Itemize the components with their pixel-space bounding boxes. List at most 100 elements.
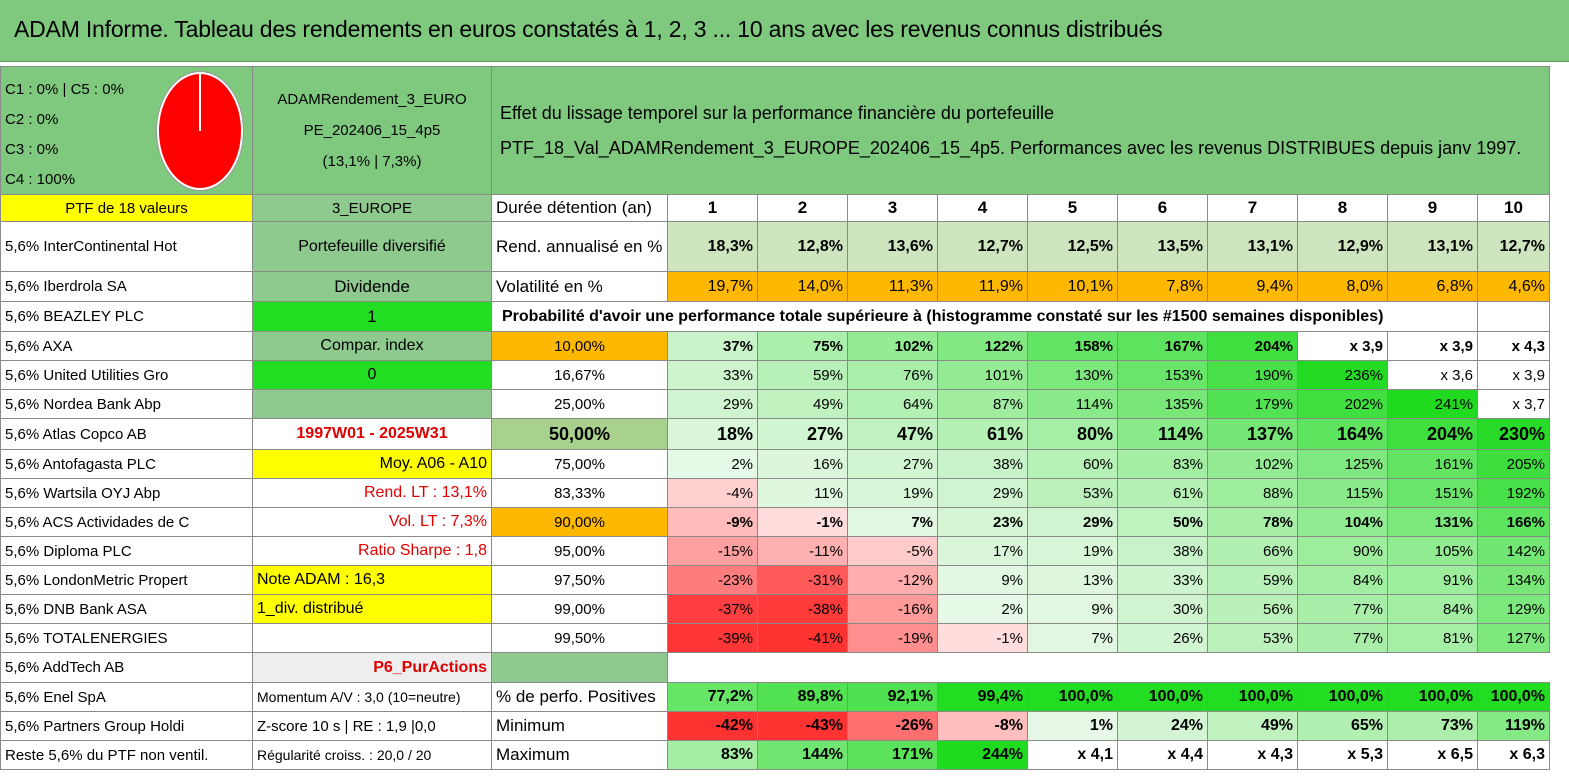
probability-header: Probabilité d'avoir une performance tota… [491, 301, 1478, 332]
probability-value: 59% [757, 360, 848, 390]
probability-value: 29% [937, 478, 1028, 508]
portfolio-summary: (13,1% | 7,3%) [322, 153, 422, 170]
probability-value: 202% [1297, 389, 1388, 419]
probability-level: 75,00% [491, 449, 668, 479]
portfolio-count-header: PTF de 18 valeurs [0, 194, 253, 222]
duration-label: Durée détention (an) [491, 194, 668, 222]
probability-value: x 3,9 [1387, 331, 1478, 361]
probability-value: 84% [1387, 594, 1478, 624]
maximum-value: x 4,3 [1207, 740, 1298, 770]
compar-index-label: Compar. index [252, 331, 492, 361]
maximum-value: x 5,3 [1297, 740, 1388, 770]
year-header: 7 [1207, 194, 1298, 222]
probability-value: 26% [1117, 623, 1208, 653]
probability-value: 33% [667, 360, 758, 390]
minimum-value: -42% [667, 711, 758, 741]
probability-value: 164% [1297, 418, 1388, 450]
probability-value: 127% [1477, 623, 1550, 653]
maximum-value: x 6,5 [1387, 740, 1478, 770]
volatility-value: 9,4% [1207, 271, 1298, 302]
probability-value: 29% [1027, 507, 1118, 537]
probability-level: 90,00% [491, 507, 668, 537]
regularity-label: Régularité croiss. : 20,0 / 20 [252, 740, 492, 770]
year-header: 8 [1297, 194, 1388, 222]
probability-value: 84% [1297, 565, 1388, 595]
holding-item: 5,6% Wartsila OYJ Abp [0, 478, 253, 508]
year-header: 3 [847, 194, 938, 222]
annual-return-value: 12,9% [1297, 221, 1388, 272]
minimum-value: 49% [1207, 711, 1298, 741]
probability-value: 129% [1477, 594, 1550, 624]
volatility-value: 10,1% [1027, 271, 1118, 302]
volatility-value: 4,6% [1477, 271, 1550, 302]
holding-item: 5,6% Partners Group Holdi [0, 711, 253, 741]
annual-return-value: 18,3% [667, 221, 758, 272]
probability-value: 179% [1207, 389, 1298, 419]
probability-value: 53% [1207, 623, 1298, 653]
probability-value: 18% [667, 418, 758, 450]
probability-value: 130% [1027, 360, 1118, 390]
probability-value: 137% [1207, 418, 1298, 450]
probability-value: 66% [1207, 536, 1298, 566]
report-title: ADAM Informe. Tableau des rendements en … [14, 16, 1163, 42]
positive-rate-value: 92,1% [847, 682, 938, 712]
index-one-value: 1 [252, 301, 492, 332]
probability-value: 61% [937, 418, 1028, 450]
probability-value: 167% [1117, 331, 1208, 361]
positive-rate-value: 89,8% [757, 682, 848, 712]
probability-value: 56% [1207, 594, 1298, 624]
probability-value: 134% [1477, 565, 1550, 595]
probability-value: x 4,3 [1477, 331, 1550, 361]
minimum-value: -26% [847, 711, 938, 741]
year-header: 1 [667, 194, 758, 222]
probability-value: 11% [757, 478, 848, 508]
probability-value: -1% [937, 623, 1028, 653]
annual-return-value: 12,8% [757, 221, 848, 272]
probability-value: x 3,7 [1477, 389, 1550, 419]
positive-rate-value: 99,4% [937, 682, 1028, 712]
probability-value: 158% [1027, 331, 1118, 361]
holding-item: 5,6% Antofagasta PLC [0, 449, 253, 479]
probability-value: 83% [1117, 449, 1208, 479]
probability-value: 7% [847, 507, 938, 537]
positive-rate-value: 100,0% [1117, 682, 1208, 712]
zscore-label: Z-score 10 s | RE : 1,9 |0,0 [252, 711, 492, 741]
probability-value: -4% [667, 478, 758, 508]
probability-level: 83,33% [491, 478, 668, 508]
holding-item: 5,6% AXA [0, 331, 253, 361]
holding-item: 5,6% ACS Actividades de C [0, 507, 253, 537]
probability-value: 27% [847, 449, 938, 479]
probability-value: 204% [1387, 418, 1478, 450]
probability-value: -5% [847, 536, 938, 566]
holding-item: 5,6% Nordea Bank Abp [0, 389, 253, 419]
probability-level: 10,00% [491, 331, 668, 361]
volatility-value: 11,3% [847, 271, 938, 302]
probability-value: 53% [1027, 478, 1118, 508]
row-label: Maximum [491, 740, 668, 770]
region-label: 3_EUROPE [252, 194, 492, 222]
maximum-value: x 4,4 [1117, 740, 1208, 770]
probability-value: 7% [1027, 623, 1118, 653]
probability-value: 50% [1117, 507, 1208, 537]
composition-cell: C1 : 0% | C5 : 0% C2 : 0% C3 : 0% C4 : 1… [0, 66, 253, 195]
volatility-value: 7,8% [1117, 271, 1208, 302]
portfolio-name-cell: ADAMRendement_3_EURO PE_202406_15_4p5 (1… [252, 66, 492, 195]
probability-value: 153% [1117, 360, 1208, 390]
holding-item: Reste 5,6% du PTF non ventil. [0, 740, 253, 770]
volatility-value: 8,0% [1297, 271, 1388, 302]
probability-value: 88% [1207, 478, 1298, 508]
report-title-bar: ADAM Informe. Tableau des rendements en … [0, 0, 1569, 62]
maximum-value: 83% [667, 740, 758, 770]
maximum-value: 171% [847, 740, 938, 770]
probability-value: -38% [757, 594, 848, 624]
positive-rate-value: 77,2% [667, 682, 758, 712]
volatility-value: 14,0% [757, 271, 848, 302]
probability-value: 241% [1387, 389, 1478, 419]
composition-line: C2 : 0% [5, 111, 59, 128]
probability-value: -11% [757, 536, 848, 566]
probability-level: 99,50% [491, 623, 668, 653]
probability-value: 115% [1297, 478, 1388, 508]
annual-return-value: 13,1% [1207, 221, 1298, 272]
probability-value: 104% [1297, 507, 1388, 537]
probability-value: 23% [937, 507, 1028, 537]
